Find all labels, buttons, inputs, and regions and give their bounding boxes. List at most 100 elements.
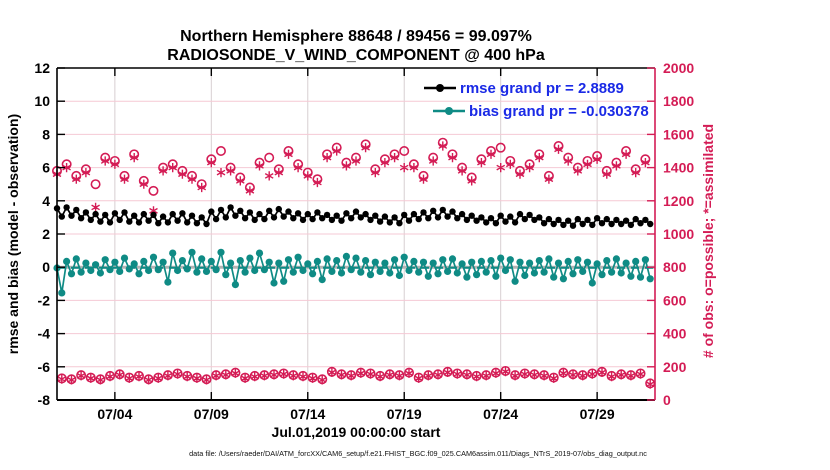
- bias-marker: [386, 269, 394, 277]
- bias-marker: [603, 257, 611, 265]
- bias-marker: [67, 270, 76, 278]
- rmse-marker: [478, 214, 485, 221]
- y-tick-label-left: -8: [38, 392, 51, 408]
- rmse-marker: [555, 216, 562, 224]
- bias-marker: [63, 257, 71, 265]
- bias-marker: [636, 273, 645, 281]
- x-tick-label: 07/09: [194, 406, 229, 422]
- rmse-marker: [526, 211, 533, 219]
- rmse-marker: [454, 215, 461, 222]
- bias-marker: [371, 258, 379, 266]
- rmse-marker: [589, 221, 596, 229]
- rmse-marker: [372, 212, 379, 219]
- bias-marker: [583, 258, 592, 266]
- rmse-marker: [362, 210, 369, 218]
- rmse-marker: [434, 214, 442, 221]
- bias-marker: [178, 257, 186, 265]
- bias-marker: [284, 256, 293, 264]
- bias-marker: [96, 269, 104, 277]
- bias-marker: [511, 277, 519, 285]
- rmse-marker: [632, 215, 639, 223]
- rmse-marker: [135, 219, 143, 226]
- rmse-marker: [401, 211, 408, 219]
- rmse-marker: [483, 219, 490, 226]
- legend-rmse-marker: [436, 84, 444, 92]
- rmse-marker: [106, 219, 114, 226]
- rmse-line: [56, 205, 651, 228]
- rmse-marker: [396, 220, 403, 227]
- bias-marker: [289, 268, 297, 276]
- bias-marker: [251, 266, 259, 275]
- x-axis-label: Jul.01,2019 00:00:00 start: [272, 424, 441, 440]
- y-tick-label-left: 8: [42, 126, 50, 142]
- rmse-marker: [333, 212, 340, 219]
- bias-marker: [482, 268, 490, 276]
- bias-marker: [231, 281, 239, 289]
- rmse-marker: [357, 214, 364, 221]
- bias-marker: [424, 272, 432, 280]
- rmse-marker: [145, 217, 152, 224]
- rmse-marker: [63, 204, 70, 211]
- bias-marker: [395, 271, 403, 280]
- bias-marker: [149, 253, 158, 261]
- rmse-marker: [463, 216, 471, 224]
- rmse-marker: [627, 221, 635, 229]
- bias-marker: [145, 266, 153, 275]
- bias-marker: [222, 271, 230, 279]
- bias-marker: [202, 267, 211, 275]
- bias-marker: [183, 265, 191, 273]
- rmse-marker: [540, 220, 548, 227]
- bias-marker: [444, 267, 452, 275]
- rmse-marker: [536, 214, 543, 221]
- rmse-marker: [174, 217, 181, 224]
- bias-marker: [559, 275, 568, 283]
- rmse-marker: [338, 217, 345, 224]
- bias-marker: [554, 259, 563, 267]
- rmse-marker: [497, 212, 504, 219]
- bias-marker: [169, 249, 177, 257]
- bias-marker: [439, 256, 447, 264]
- axes-layer: 07/04 07/09 07/14 07/19 07/24 07/29 -8 -6 -4 -2 0 2…: [34, 60, 694, 422]
- y-tick-label-left: 0: [42, 259, 50, 275]
- rmse-marker: [521, 215, 528, 223]
- rmse-marker: [468, 212, 475, 219]
- rmse-marker: [348, 215, 355, 222]
- rmse-marker: [58, 213, 65, 220]
- bias-marker: [434, 270, 442, 278]
- rmse-marker: [150, 211, 157, 219]
- bias-marker: [535, 257, 543, 265]
- rmse-marker: [169, 210, 176, 218]
- rmse-marker: [290, 215, 297, 222]
- legend-bias-label: bias grand pr = -0.030378: [469, 103, 649, 120]
- bias-marker: [468, 258, 476, 266]
- bias-marker: [506, 256, 514, 264]
- y-tick-label-left: -2: [38, 292, 51, 308]
- bias-marker: [342, 252, 350, 260]
- possible-obs-marker: [495, 142, 506, 153]
- rmse-marker: [73, 206, 80, 214]
- rmse-marker: [449, 208, 456, 215]
- bias-marker: [569, 270, 577, 278]
- bias-marker: [106, 266, 114, 274]
- bias-marker: [294, 253, 302, 261]
- x-tick-label: 07/19: [387, 406, 422, 422]
- possible-obs-marker: [148, 185, 159, 196]
- rmse-marker: [68, 212, 75, 219]
- bias-marker: [217, 248, 225, 256]
- x-tick-label: 07/14: [290, 406, 325, 422]
- bias-marker: [82, 259, 90, 267]
- rmse-marker: [531, 216, 538, 224]
- bias-marker: [72, 255, 80, 263]
- rmse-marker: [270, 214, 278, 221]
- bias-marker: [352, 254, 360, 262]
- x-tick-label: 07/29: [580, 406, 615, 422]
- rmse-marker: [82, 209, 90, 216]
- rmse-marker: [569, 222, 577, 229]
- bias-marker: [405, 266, 413, 275]
- bias-marker: [366, 271, 375, 279]
- bias-marker: [521, 271, 529, 280]
- bias-marker: [164, 278, 172, 286]
- possible-obs-marker: [399, 146, 410, 157]
- rmse-marker: [487, 215, 495, 222]
- bias-marker: [588, 279, 596, 287]
